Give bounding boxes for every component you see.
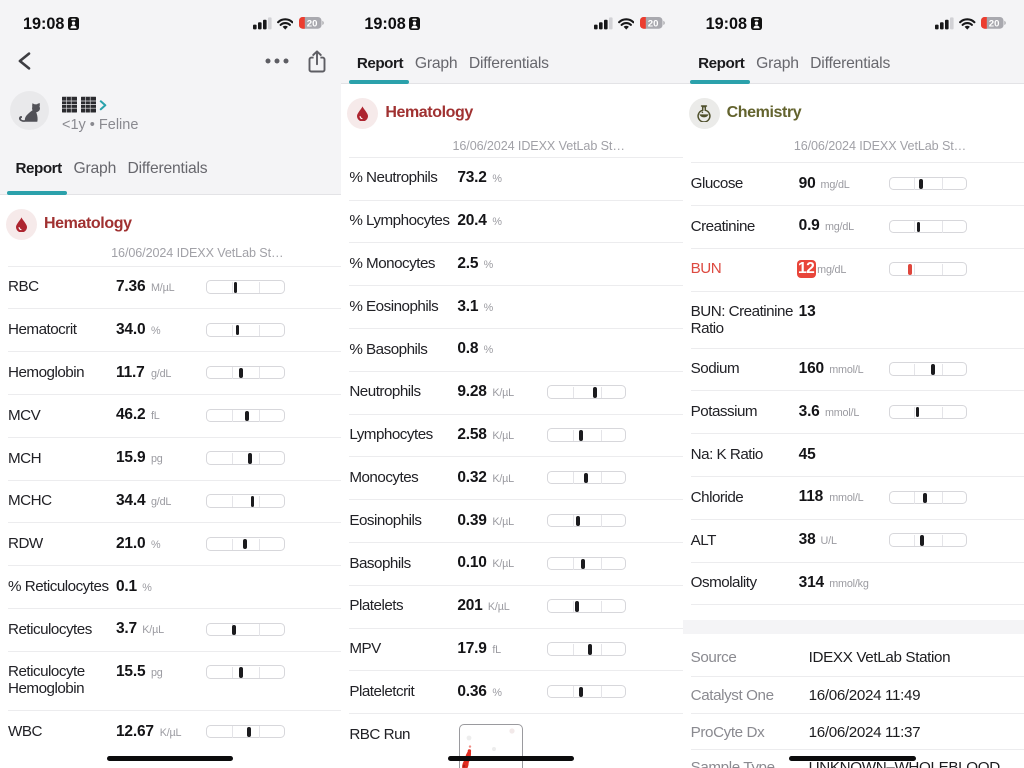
svg-text:20: 20	[989, 18, 1000, 29]
svg-text:20: 20	[306, 18, 317, 29]
svg-text:20: 20	[648, 18, 659, 29]
